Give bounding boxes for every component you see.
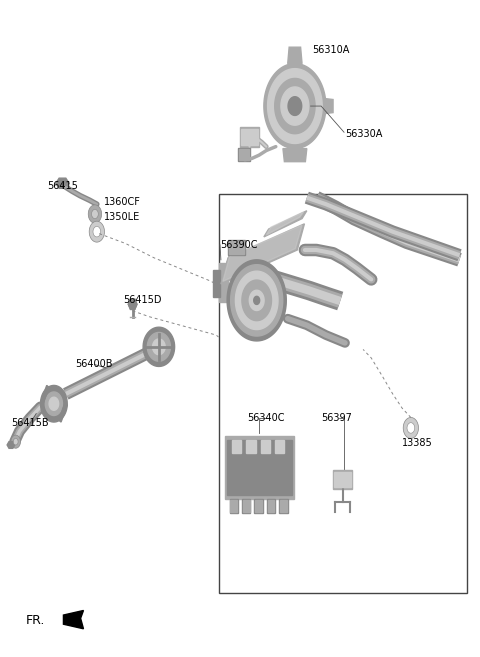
- Text: 56330A: 56330A: [345, 129, 383, 139]
- Polygon shape: [240, 127, 259, 147]
- Polygon shape: [89, 221, 105, 242]
- Polygon shape: [333, 470, 352, 489]
- Polygon shape: [92, 210, 98, 219]
- Polygon shape: [13, 438, 18, 445]
- Polygon shape: [241, 129, 258, 145]
- Polygon shape: [246, 440, 256, 453]
- Text: 56310A: 56310A: [312, 45, 349, 55]
- Polygon shape: [40, 386, 49, 405]
- Polygon shape: [242, 280, 272, 321]
- Polygon shape: [275, 78, 315, 134]
- Polygon shape: [7, 442, 15, 448]
- Polygon shape: [239, 149, 249, 160]
- Polygon shape: [128, 299, 137, 309]
- Polygon shape: [227, 440, 291, 495]
- Polygon shape: [255, 500, 262, 512]
- Polygon shape: [264, 211, 307, 237]
- Polygon shape: [403, 417, 419, 438]
- Polygon shape: [235, 271, 278, 330]
- Polygon shape: [49, 397, 59, 410]
- Polygon shape: [128, 299, 137, 309]
- Text: 13385: 13385: [402, 438, 433, 448]
- Polygon shape: [267, 68, 322, 143]
- Polygon shape: [153, 339, 165, 355]
- Polygon shape: [322, 98, 333, 114]
- Polygon shape: [407, 422, 415, 433]
- Text: 56400B: 56400B: [75, 359, 113, 369]
- Polygon shape: [59, 403, 67, 422]
- Polygon shape: [231, 265, 283, 336]
- Text: FR.: FR.: [25, 614, 45, 627]
- Polygon shape: [275, 440, 284, 453]
- Polygon shape: [268, 500, 275, 512]
- Polygon shape: [254, 499, 263, 513]
- Text: 56340C: 56340C: [247, 413, 285, 423]
- Text: 56397: 56397: [321, 413, 352, 423]
- Polygon shape: [229, 242, 244, 254]
- Polygon shape: [288, 97, 302, 116]
- Polygon shape: [230, 500, 237, 512]
- Polygon shape: [261, 440, 270, 453]
- Polygon shape: [283, 148, 307, 162]
- Polygon shape: [11, 435, 21, 448]
- Polygon shape: [229, 499, 238, 513]
- Text: 56415: 56415: [47, 181, 78, 191]
- Polygon shape: [238, 148, 250, 161]
- Polygon shape: [213, 269, 220, 297]
- Polygon shape: [232, 440, 241, 453]
- Text: 1360CF: 1360CF: [104, 197, 141, 207]
- Polygon shape: [264, 64, 326, 148]
- Polygon shape: [288, 47, 302, 64]
- Polygon shape: [267, 499, 276, 513]
- Polygon shape: [40, 386, 67, 422]
- Polygon shape: [334, 472, 351, 487]
- Polygon shape: [227, 260, 286, 341]
- Polygon shape: [249, 290, 264, 311]
- Polygon shape: [147, 332, 170, 361]
- Text: 1350LE: 1350LE: [104, 212, 140, 221]
- Polygon shape: [243, 500, 250, 512]
- Polygon shape: [223, 225, 302, 281]
- Polygon shape: [88, 205, 102, 223]
- Polygon shape: [221, 224, 304, 284]
- Polygon shape: [56, 178, 69, 189]
- Polygon shape: [228, 240, 245, 255]
- Polygon shape: [254, 296, 260, 304]
- Polygon shape: [280, 500, 287, 512]
- Polygon shape: [93, 227, 101, 237]
- Bar: [218, 194, 467, 593]
- Polygon shape: [281, 87, 309, 125]
- Polygon shape: [279, 499, 288, 513]
- Text: 56415D: 56415D: [123, 296, 162, 306]
- Polygon shape: [266, 212, 303, 235]
- Polygon shape: [225, 436, 294, 499]
- Polygon shape: [143, 327, 175, 367]
- Text: 56415B: 56415B: [11, 419, 48, 428]
- Text: 56390C: 56390C: [220, 240, 257, 250]
- Polygon shape: [63, 610, 84, 629]
- Polygon shape: [218, 263, 228, 302]
- Polygon shape: [242, 499, 251, 513]
- Polygon shape: [45, 392, 62, 415]
